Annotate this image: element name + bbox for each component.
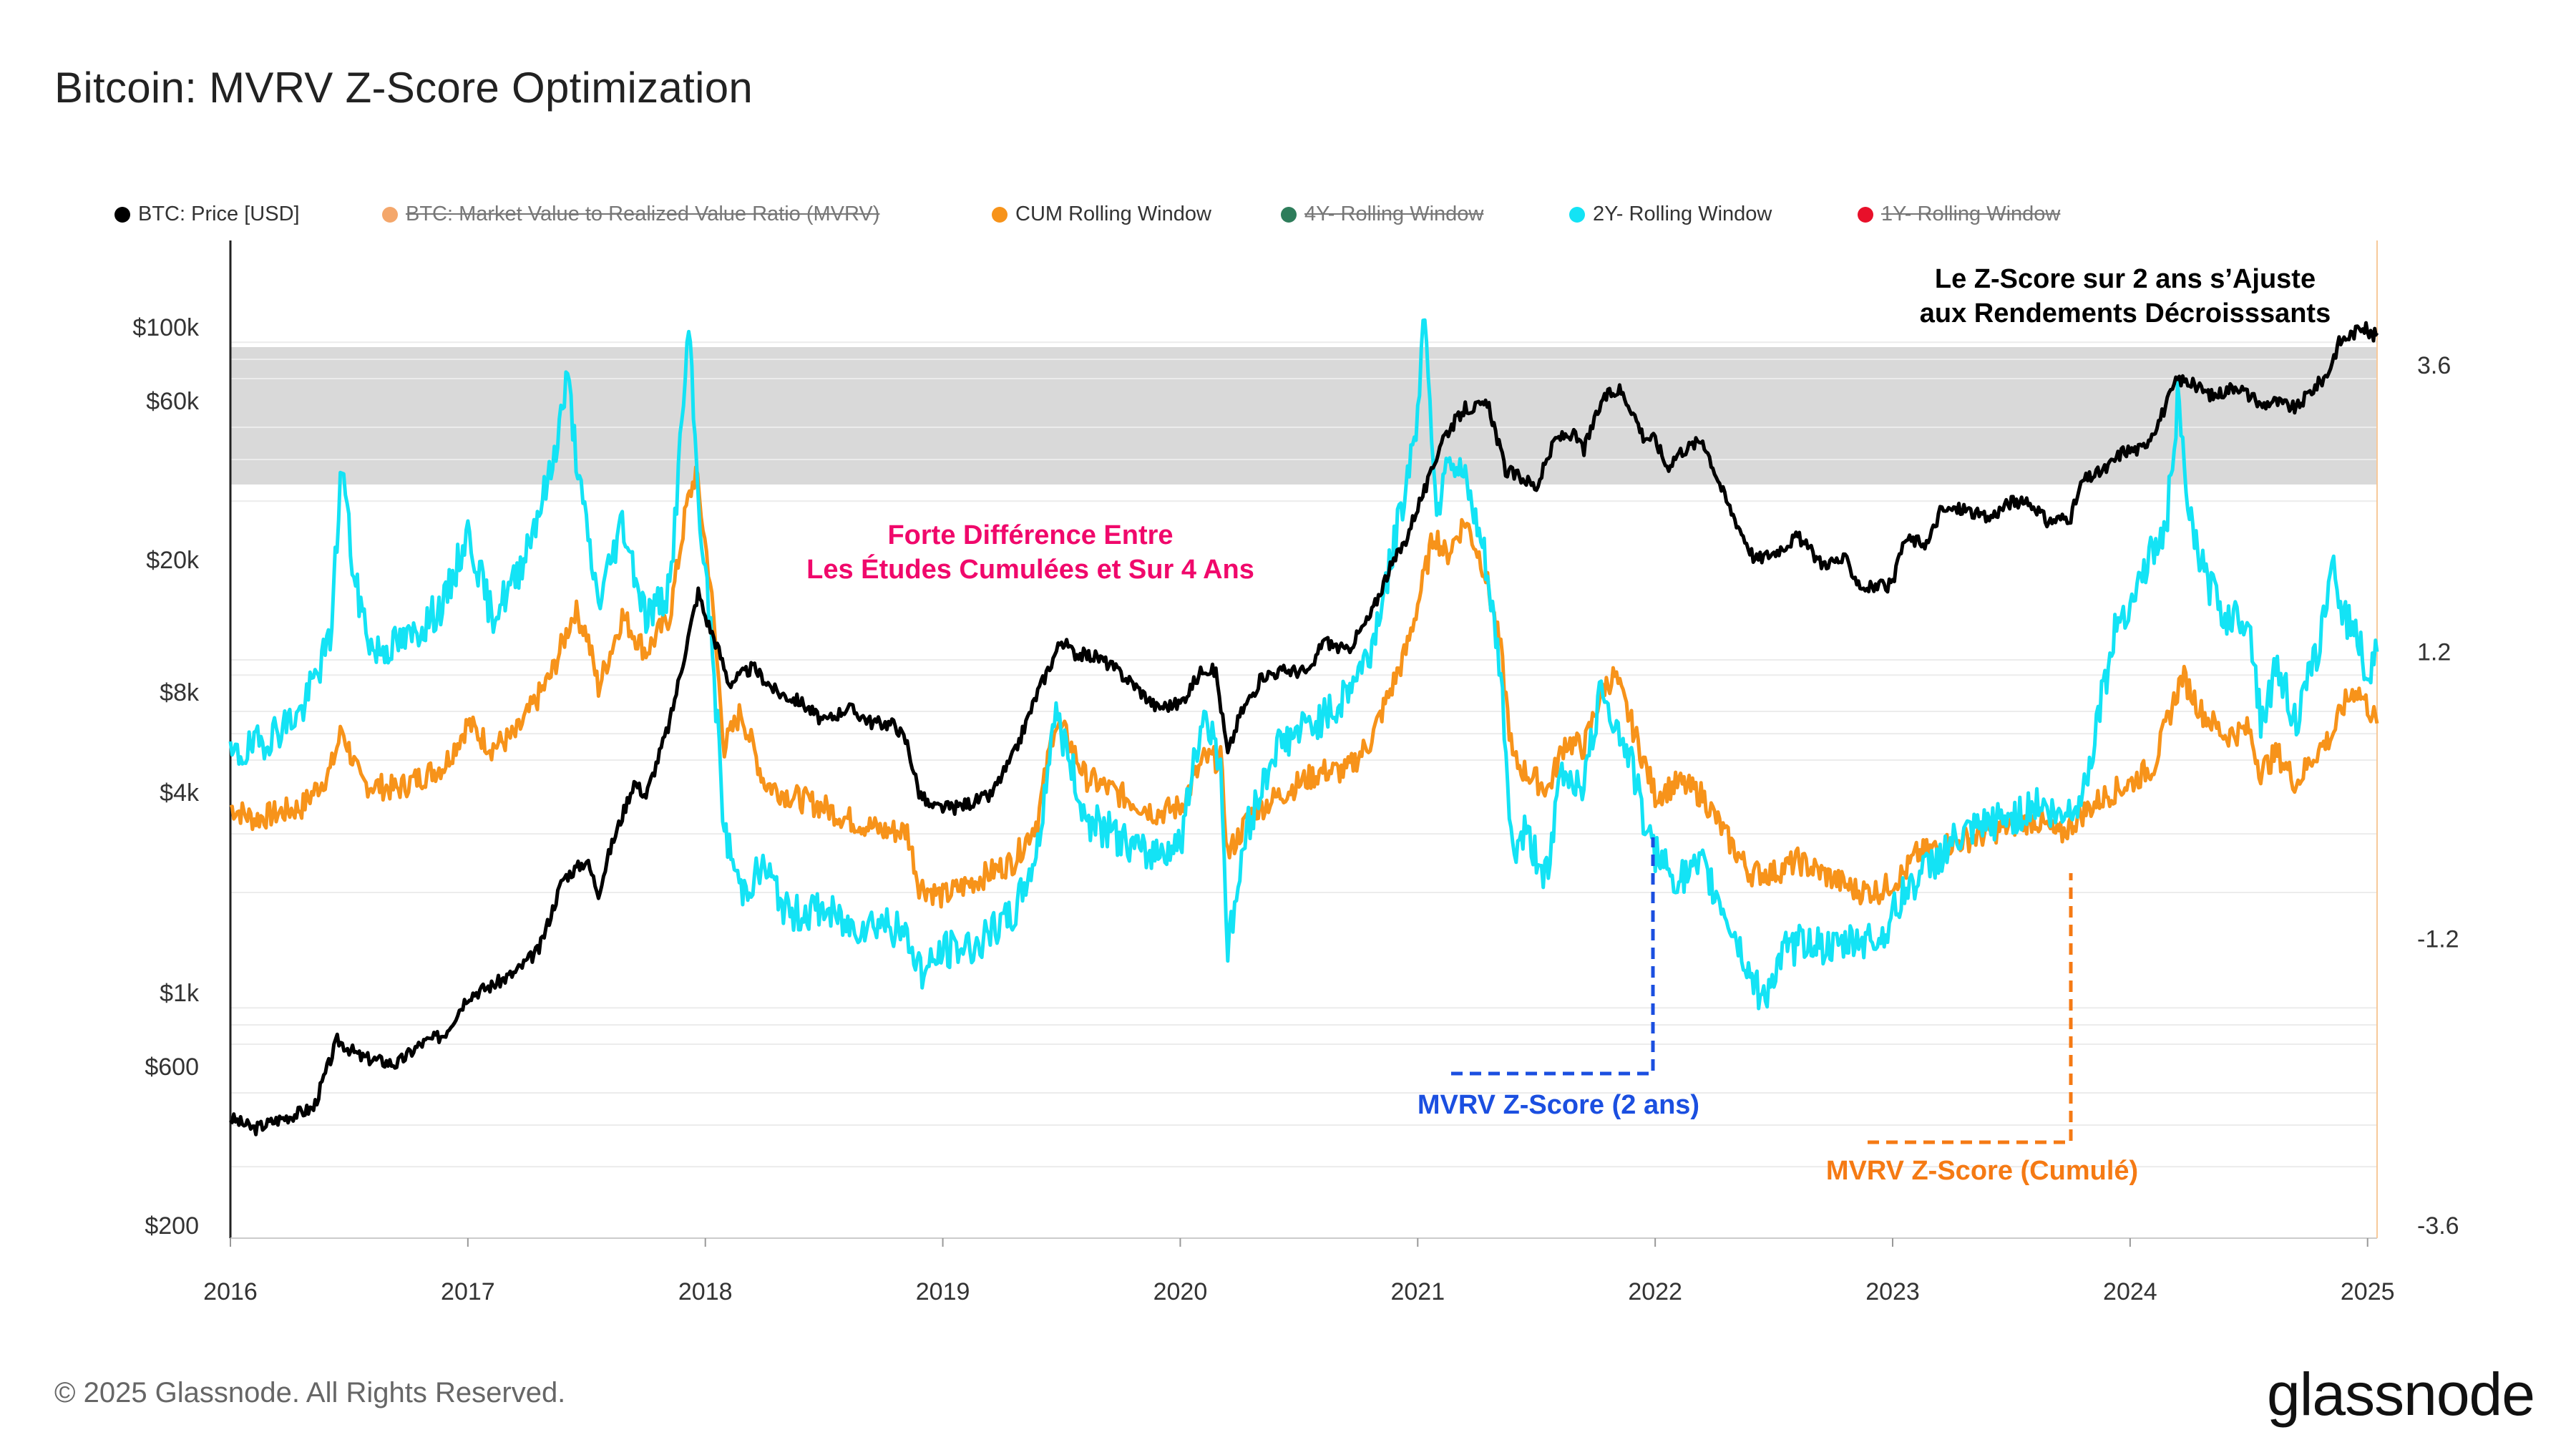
legend-label: BTC: Price [USD] [138, 203, 300, 225]
y-left-tick-label: $200 [145, 1212, 199, 1240]
x-tick-label: 2022 [1628, 1278, 1682, 1305]
series-2y-line [228, 318, 2379, 1011]
annotation-top-right-line2: aux Rendements Décroisssants [1920, 298, 2331, 329]
legend-label: 2Y- Rolling Window [1593, 203, 1772, 225]
x-tick-label: 2017 [441, 1278, 495, 1305]
x-tick-label: 2021 [1390, 1278, 1445, 1305]
annotation-mid-line1: Forte Différence Entre [887, 520, 1173, 550]
highlight-band [230, 346, 2377, 485]
legend-item-btc-price[interactable]: BTC: Price [USD] [114, 203, 300, 226]
legend-label: BTC: Market Value to Realized Value Rati… [406, 203, 880, 225]
x-tick-label: 2023 [1865, 1278, 1920, 1305]
x-tick-label: 2018 [678, 1278, 733, 1305]
legend-label: 4Y- Rolling Window [1304, 203, 1484, 225]
highlight-band-layer [230, 346, 2377, 485]
legend-item-1y[interactable]: 1Y- Rolling Window [1858, 203, 2060, 226]
y-right-tick-label: 1.2 [2417, 639, 2451, 666]
legend-dot-icon [382, 206, 398, 223]
copyright-footer: © 2025 Glassnode. All Rights Reserved. [54, 1377, 566, 1408]
legend-dot-icon [1858, 206, 1873, 223]
annotation-blue-label: MVRV Z-Score (2 ans) [1418, 1090, 1699, 1120]
legend-item-4y[interactable]: 4Y- Rolling Window [1281, 203, 1483, 226]
y-right-tick-label: -3.6 [2417, 1212, 2459, 1240]
annotation-top-right-line1: Le Z-Score sur 2 ans s’Ajuste [1935, 264, 2316, 294]
series-layer [228, 318, 2379, 1137]
axis-layer: $100k $60k $20k $8k $4k $1k $600 $200 3.6 1.2 -1.2… [132, 240, 2459, 1305]
legend-dot-icon [1569, 206, 1585, 223]
page-title: Bitcoin: MVRV Z-Score Optimization [54, 64, 753, 112]
y-left-tick-label: $600 [145, 1054, 199, 1081]
y-left-tick-label: $20k [146, 547, 200, 574]
x-tick-label: 2020 [1153, 1278, 1208, 1305]
series-btc-price-line [229, 321, 2379, 1137]
legend-dot-icon [992, 206, 1008, 223]
y-right-tick-label: -1.2 [2417, 925, 2459, 953]
y-left-tick-label: $4k [160, 779, 200, 807]
annotation-mid-line2: Les Études Cumulées et Sur 4 Ans [806, 553, 1254, 585]
y-left-tick-label: $8k [160, 679, 200, 706]
y-right-tick-label: 3.6 [2417, 352, 2451, 379]
x-tick-label: 2019 [916, 1278, 970, 1305]
y-left-tick-label: $1k [160, 980, 200, 1007]
legend-dot-icon [1281, 206, 1297, 223]
annotation-orange-label: MVRV Z-Score (Cumulé) [1826, 1156, 2138, 1186]
legend-item-cum[interactable]: CUM Rolling Window [992, 203, 1211, 226]
x-tick-label: 2024 [2103, 1278, 2157, 1305]
glassnode-logo: glassnode [2267, 1361, 2535, 1428]
blue-annotation-bracket [1451, 837, 1655, 1076]
orange-annotation-bracket [1868, 873, 2073, 1144]
y-left-tick-label: $100k [132, 314, 200, 341]
y-left-tick-label: $60k [146, 388, 200, 415]
legend-dot-icon [114, 206, 130, 223]
legend-label: CUM Rolling Window [1015, 203, 1211, 225]
x-tick-label: 2016 [203, 1278, 258, 1305]
grid-layer [230, 341, 2377, 1168]
legend-label: 1Y- Rolling Window [1881, 203, 2061, 225]
series-cum-line [229, 465, 2379, 909]
annotation-layer: Le Z-Score sur 2 ans s’Ajuste aux Rendem… [806, 264, 2331, 1186]
legend-item-mvrv[interactable]: BTC: Market Value to Realized Value Rati… [382, 203, 879, 226]
x-tick-label: 2025 [2341, 1278, 2395, 1305]
legend-item-2y[interactable]: 2Y- Rolling Window [1569, 203, 1772, 226]
